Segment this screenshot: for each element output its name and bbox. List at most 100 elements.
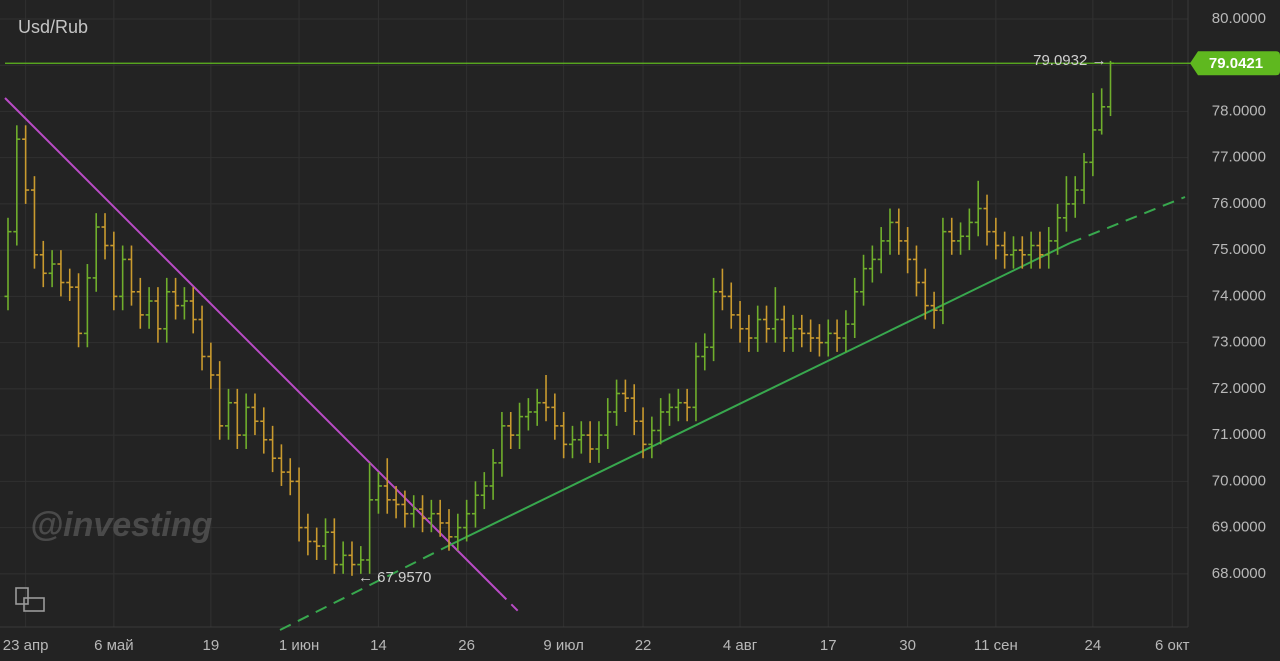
ohlc-bar (189, 287, 197, 334)
high-annotation: 79.0932 → (1033, 52, 1106, 69)
trendlines (4, 97, 1186, 631)
ohlc-bar (313, 527, 321, 560)
ohlc-bar (454, 513, 462, 551)
ohlc-bar (225, 388, 232, 440)
low-annotation: ← 67.9570 (358, 569, 431, 586)
ohlc-bar (718, 268, 726, 311)
y-tick-label: 80.0000 (1212, 10, 1266, 27)
ohlc-bar (286, 458, 294, 496)
ohlc-bar (780, 305, 788, 352)
y-tick-label: 68.0000 (1212, 565, 1266, 582)
y-tick-label: 74.0000 (1212, 287, 1266, 304)
y-tick-label: 71.0000 (1212, 426, 1266, 443)
y-tick-label: 76.0000 (1212, 195, 1266, 212)
ohlc-bar (366, 462, 374, 574)
ohlc-bar (13, 125, 21, 246)
ohlc-bar (745, 314, 753, 352)
ohlc-bar (119, 245, 127, 311)
ohlc-bar (507, 411, 515, 449)
ohlc-bar (992, 217, 1000, 260)
y-tick-label: 70.0000 (1212, 472, 1266, 489)
ohlc-bar (48, 250, 56, 288)
ohlc-bar (277, 444, 285, 486)
price-label: 79.0421 (1209, 55, 1263, 72)
ohlc-bar (630, 384, 638, 436)
ohlc-bar (1080, 153, 1088, 204)
ohlc-bar (860, 254, 868, 306)
ohlc-bar (1062, 176, 1070, 232)
ohlc-bar (392, 485, 400, 519)
ohlc-bar (1001, 231, 1009, 269)
ohlc-bar (895, 208, 903, 255)
watermark: @investing (30, 506, 213, 544)
ohlc-bar (480, 472, 488, 510)
ohlc-bar (154, 287, 162, 343)
ohlc-bar (242, 393, 250, 449)
ohlc-bar (401, 490, 409, 528)
chart-title: Usd/Rub (18, 17, 88, 37)
ohlc-bar (763, 305, 771, 343)
ohlc-bar (868, 245, 876, 283)
ohlc-bar (471, 481, 479, 528)
ohlc-bar (127, 245, 135, 306)
ohlc-bar (666, 393, 673, 426)
ohlc-bar (207, 342, 215, 389)
ohlc-bar (163, 277, 171, 343)
ohlc-bar (1045, 227, 1053, 269)
ohlc-bar (110, 231, 118, 311)
ohlc-bar (269, 425, 277, 473)
ohlc-bar (648, 416, 656, 459)
ohlc-bar (904, 227, 912, 274)
ohlc-bar (1018, 236, 1026, 269)
ohlc-bar (639, 407, 647, 459)
ohlc-bar (348, 541, 356, 576)
ohlc-bar (613, 379, 621, 426)
ohlc-bar (586, 421, 594, 463)
ohlc-bar (595, 421, 603, 463)
ohlc-bar (877, 227, 885, 274)
ohlc-bar (436, 499, 444, 537)
ohlc-bar (427, 499, 435, 533)
ohlc-bar (701, 333, 709, 371)
ohlc-bar (1009, 236, 1017, 269)
ohlc-bar (1071, 176, 1079, 218)
y-tick-label: 73.0000 (1212, 334, 1266, 351)
ohlc-bar (727, 282, 735, 329)
trendline (279, 544, 451, 631)
ohlc-bar (710, 277, 718, 362)
ohlc-bar (374, 472, 382, 514)
x-tick-label: 11 сен (974, 637, 1018, 654)
ohlc-bar (1098, 88, 1106, 135)
ohlc-bar (172, 277, 180, 320)
x-tick-label: 30 (899, 637, 916, 654)
x-tick-label: 19 (203, 637, 220, 654)
ohlc-bar (807, 319, 815, 352)
ohlc-bar (921, 268, 929, 320)
ohlc-bar (815, 324, 823, 357)
ohlc-bar (489, 448, 497, 500)
ohlc-bar (789, 314, 797, 352)
ohlc-bar (939, 217, 947, 325)
ohlc-bar (736, 301, 744, 343)
ohlc-bar (233, 388, 241, 449)
ohlc-bar (339, 541, 347, 574)
ohlc-bar (754, 305, 762, 352)
screenshot-icon (15, 587, 45, 612)
ohlc-bar (1054, 203, 1062, 255)
ohlc-bar (577, 421, 585, 454)
ohlc-bar (568, 425, 576, 459)
ohlc-bar (533, 388, 541, 426)
trendline (499, 592, 523, 616)
x-tick-label: 22 (635, 637, 652, 654)
ohlc-bar (66, 268, 74, 302)
ohlc-bar (101, 213, 109, 260)
ohlc-bar (39, 240, 47, 288)
ohlc-bar (498, 411, 506, 477)
x-tick-label: 1 июн (279, 637, 319, 654)
icon-part (23, 597, 45, 612)
icon-part (15, 587, 29, 605)
ohlc-bar (551, 393, 559, 440)
ohlc-bar (1027, 231, 1035, 269)
ohlc-bar (674, 388, 682, 422)
ohlc-bar (824, 319, 832, 357)
